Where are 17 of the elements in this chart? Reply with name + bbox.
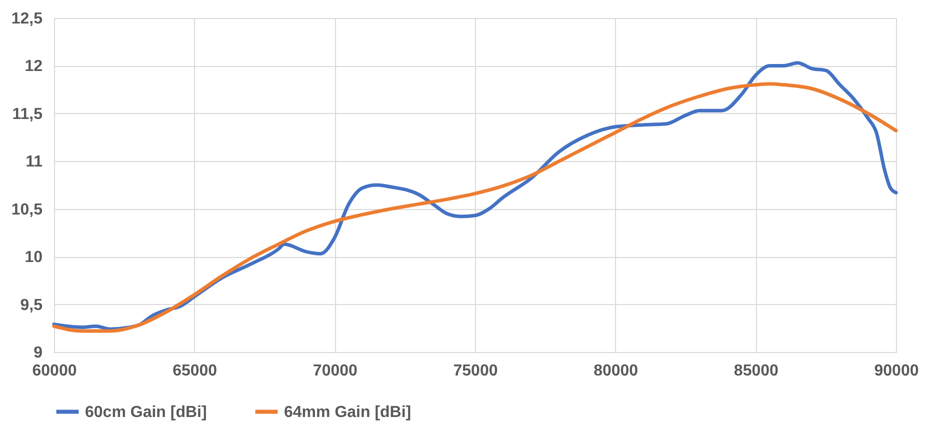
x-tick-label: 90000	[874, 362, 919, 380]
y-tick-label: 11	[26, 154, 43, 171]
y-tick-label: 11,5	[12, 106, 43, 123]
y-tick-label: 12	[24, 58, 43, 76]
y-tick-label: 9	[34, 344, 43, 362]
x-tick-label: 75000	[453, 362, 498, 380]
x-tick-label: 70000	[312, 362, 358, 380]
x-tick-label: 80000	[594, 362, 638, 380]
y-tick-label: 10,5	[11, 201, 43, 218]
legend-label: 64mm Gain [dBi]	[284, 404, 412, 421]
x-tick-label: 85000	[734, 362, 779, 380]
y-tick-label: 10	[24, 249, 43, 266]
y-tick-label: 12,5	[11, 10, 43, 28]
legend-label: 60cm Gain [dBi]	[85, 404, 207, 421]
x-tick-label: 60000	[32, 362, 77, 380]
y-tick-label: 9,5	[20, 296, 43, 314]
x-tick-label: 65000	[172, 362, 218, 380]
